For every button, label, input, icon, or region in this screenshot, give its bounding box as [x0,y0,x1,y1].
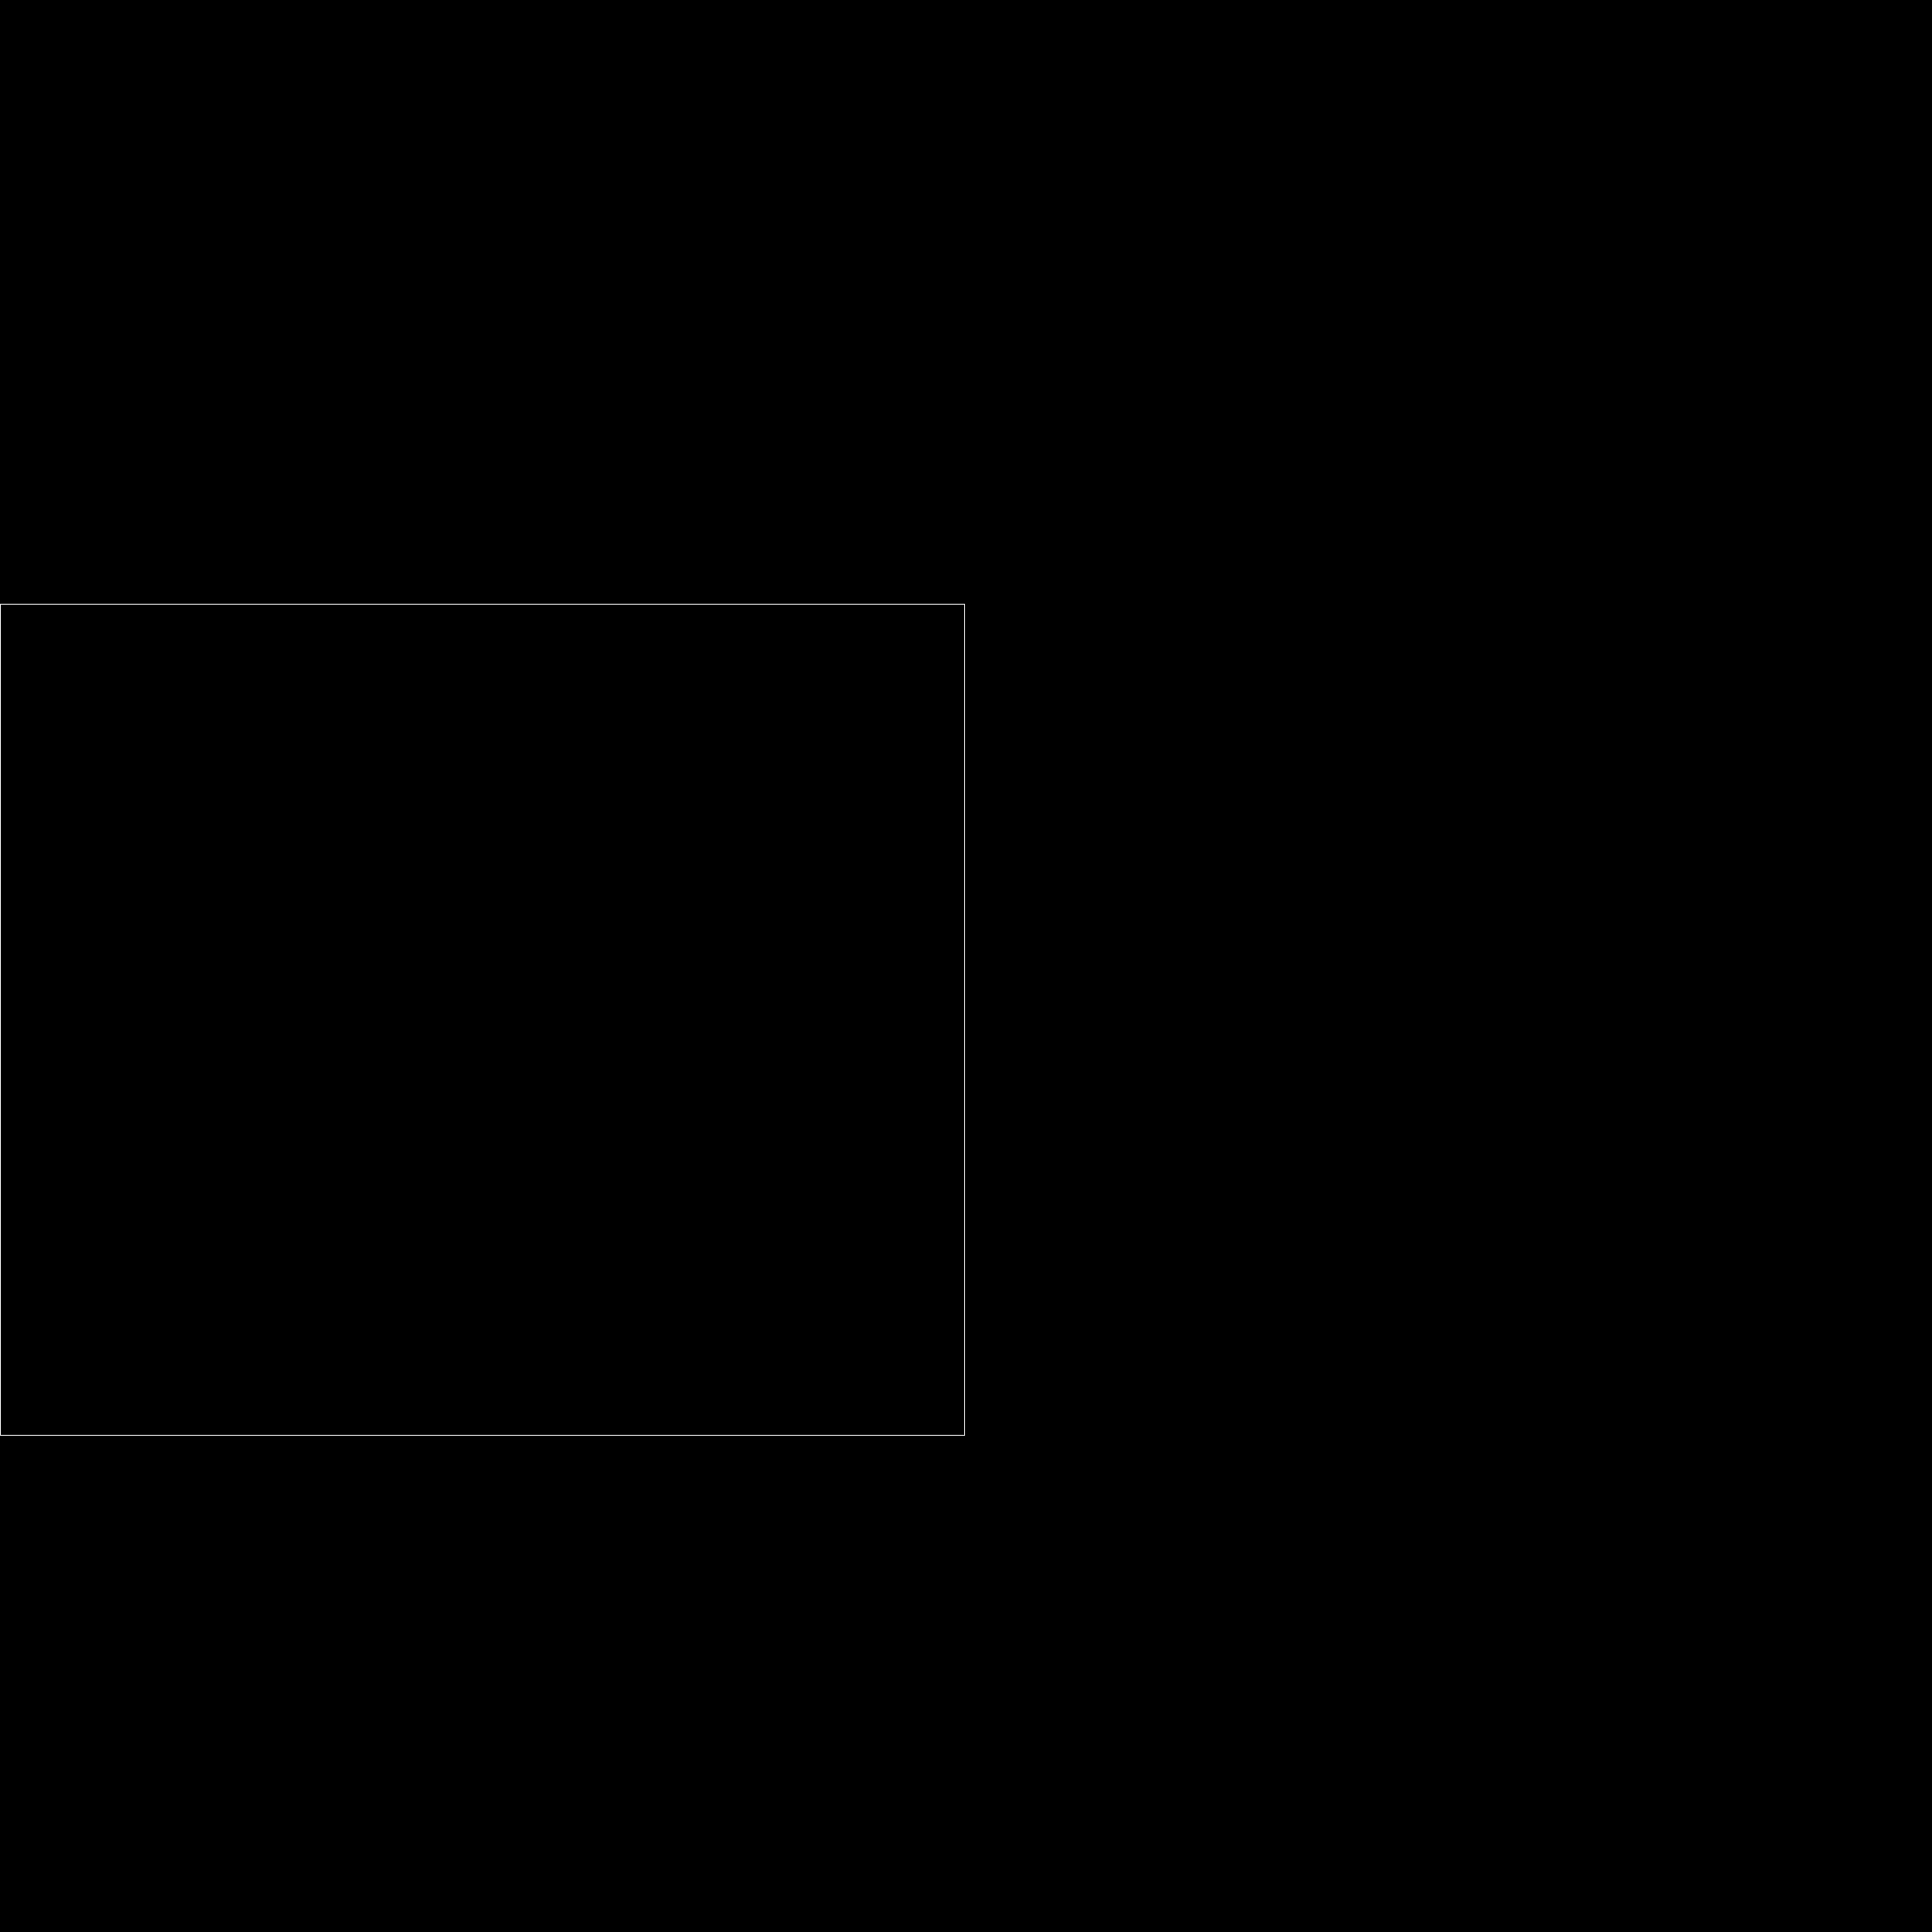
panel-frame [0,604,965,1436]
